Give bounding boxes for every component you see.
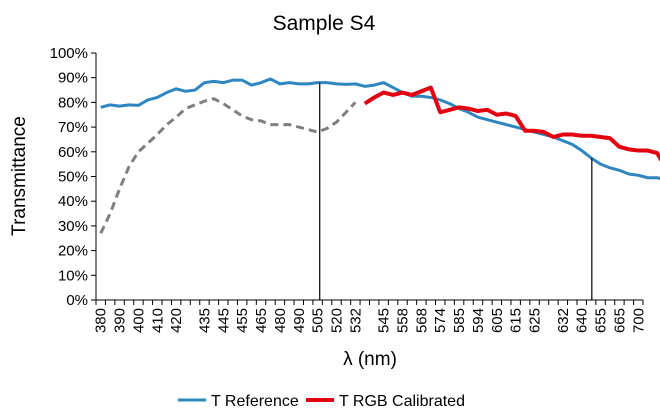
y-tick-label: 90% xyxy=(58,70,88,87)
x-tick-label: 455 xyxy=(234,308,251,333)
x-tick-label: 435 xyxy=(196,308,213,333)
x-tick-label: 532 xyxy=(347,308,364,333)
x-tick-label: 700 xyxy=(630,308,647,333)
y-tick-label: 100% xyxy=(50,45,88,62)
legend-label-reference: T Reference xyxy=(211,393,299,410)
legend-label-rgb-calibrated: T RGB Calibrated xyxy=(339,393,465,410)
x-tick-label: 625 xyxy=(527,308,544,333)
x-tick-label: 632 xyxy=(555,308,572,333)
y-axis-title: Transmittance xyxy=(9,116,30,236)
x-tick-label: 655 xyxy=(593,308,610,333)
y-tick-label: 10% xyxy=(58,267,88,284)
x-tick-label: 568 xyxy=(413,308,430,333)
chart-title: Sample S4 xyxy=(273,12,376,35)
x-tick-label: 640 xyxy=(574,308,591,333)
x-axis: 380 390 400 410 420 435 445 455 465 480 490 505 520 5… xyxy=(93,300,647,333)
y-tick-label: 0% xyxy=(66,292,88,309)
x-tick-label: 465 xyxy=(253,308,270,333)
x-tick-label: 558 xyxy=(395,308,412,333)
x-tick-label: 605 xyxy=(489,308,506,333)
x-tick-label: 520 xyxy=(328,308,345,333)
y-tick-label: 60% xyxy=(58,144,88,161)
x-axis-title: λ (nm) xyxy=(343,349,397,370)
x-tick-label: 574 xyxy=(432,308,449,333)
legend: T Reference T RGB Calibrated xyxy=(178,393,465,410)
y-tick-label: 80% xyxy=(58,94,88,111)
plot-area xyxy=(99,77,660,300)
series-line-reference xyxy=(100,77,660,181)
y-tick-label: 40% xyxy=(58,193,88,210)
x-tick-label: 380 xyxy=(93,308,110,333)
x-tick-label: 594 xyxy=(470,308,487,333)
x-tick-label: 480 xyxy=(272,308,289,333)
y-tick-label: 20% xyxy=(58,243,88,260)
x-tick-label: 545 xyxy=(376,308,393,333)
x-tick-label: 420 xyxy=(168,308,185,333)
y-tick-label: 70% xyxy=(58,119,88,136)
x-tick-label: 490 xyxy=(291,308,308,333)
x-tick-label: 665 xyxy=(611,308,628,333)
x-tick-label: 615 xyxy=(508,308,525,333)
y-tick-label: 30% xyxy=(58,218,88,235)
y-tick-label: 50% xyxy=(58,169,88,186)
series-line-rgb-calibrated xyxy=(363,85,660,162)
x-tick-label: 400 xyxy=(130,308,147,333)
y-axis: 0% 10% 20% 30% 40% 50% 60% 70% 80% 90% 100% xyxy=(50,45,96,309)
x-tick-label: 445 xyxy=(215,308,232,333)
x-tick-label: 505 xyxy=(310,308,327,333)
x-tick-label: 390 xyxy=(112,308,129,333)
series-line-dashed xyxy=(99,97,357,234)
x-tick-label: 585 xyxy=(451,308,468,333)
x-tick-label: 410 xyxy=(149,308,166,333)
